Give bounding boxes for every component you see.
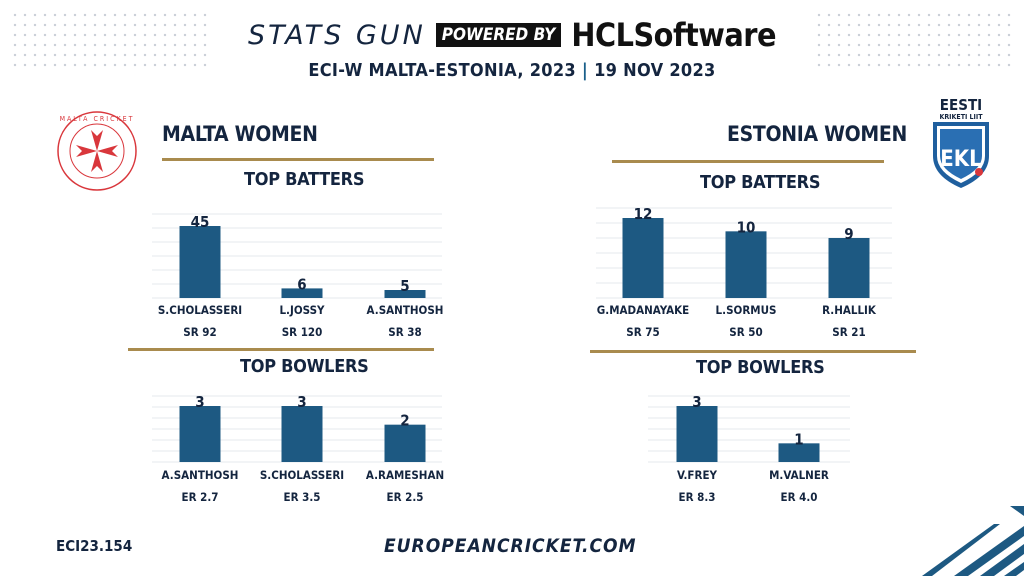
team-name-right: ESTONIA WOMEN	[727, 122, 908, 146]
gold-divider-right-top	[612, 160, 884, 163]
player-name-label: S.CHOLASSERI	[158, 303, 242, 317]
stats-gun-logo: STATS GUN	[248, 19, 426, 51]
gold-divider-left-top	[162, 158, 434, 161]
value-label: 10	[737, 218, 756, 236]
bar-malta_batters-2	[384, 290, 426, 298]
player-stat-label: ER 8.3	[679, 490, 716, 504]
value-label: 5	[400, 277, 409, 295]
player-stat-label: SR 75	[626, 325, 659, 339]
player-stat-label: SR 38	[388, 325, 421, 339]
chart-malta-bowlers: 3 A.SANTHOSH ER 2.7 3 S.CHOLASSERI ER 3.5 2 A.R…	[152, 393, 444, 504]
value-label: 3	[692, 393, 701, 411]
player-stat-label: SR 92	[183, 325, 216, 339]
event-name: ECI-W MALTA-ESTONIA, 2023	[308, 60, 576, 81]
value-label: 1	[794, 430, 803, 448]
malta-cricket-logo: MALTA CRICKET	[56, 110, 138, 196]
gold-divider-left-mid	[128, 348, 434, 351]
estonia-logo-mark: EKL	[940, 147, 982, 172]
player-name-label: M.VALNER	[769, 468, 829, 482]
dot-pattern-left	[10, 10, 210, 70]
player-name-label: V.FREY	[677, 468, 718, 482]
section-title-estonia-batters: TOP BATTERS	[700, 172, 821, 193]
player-stat-label: ER 2.7	[182, 490, 219, 504]
player-stat-label: ER 3.5	[284, 490, 321, 504]
maltese-cross-icon	[76, 130, 118, 172]
event-subtitle: ECI-W MALTA-ESTONIA, 2023 | 19 NOV 2023	[0, 60, 1024, 81]
chart-estonia-batters: 12 G.MADANAYAKE SR 75 10 L.SORMUS SR 50 9 R.HAL…	[596, 205, 892, 339]
bar-estonia_batters-2	[828, 238, 870, 298]
gold-divider-right-mid	[590, 350, 916, 353]
value-label: 3	[195, 393, 204, 411]
bar-estonia_batters-1	[725, 231, 767, 298]
bar-malta_batters-1	[281, 288, 323, 298]
estonia-logo-top: EESTI	[940, 96, 982, 114]
dot-pattern-right	[814, 10, 1014, 70]
chart-malta-batters: 45 S.CHOLASSERI SR 92 6 L.JOSSY SR 120 5 A.SANT…	[152, 213, 443, 339]
powered-by-badge: POWERED BY	[435, 23, 562, 47]
player-stat-label: SR 120	[282, 325, 323, 339]
player-name-label: A.SANTHOSH	[367, 303, 444, 317]
value-label: 9	[844, 225, 853, 243]
value-label: 6	[297, 275, 306, 293]
player-stat-label: ER 4.0	[781, 490, 818, 504]
bar-malta_bowlers-0	[179, 406, 221, 462]
bar-malta_bowlers-1	[281, 406, 323, 462]
subtitle-separator: |	[581, 60, 589, 81]
header: STATS GUN POWERED BY HCLSoftware ECI-W M…	[0, 14, 1024, 81]
bar-estonia_bowlers-0	[676, 406, 718, 462]
graphic-code: ECI23.154	[56, 537, 133, 555]
player-stat-label: ER 2.5	[387, 490, 424, 504]
bar-estonia_bowlers-1	[778, 443, 820, 462]
section-title-estonia-bowlers: TOP BOWLERS	[696, 357, 825, 378]
player-name-label: L.SORMUS	[716, 303, 777, 317]
estonia-logo-sub: KRIKETI LIIT	[939, 113, 983, 121]
corner-stripes-decoration	[922, 506, 1024, 576]
player-name-label: L.JOSSY	[279, 303, 325, 317]
player-stat-label: SR 21	[832, 325, 865, 339]
player-name-label: G.MADANAYAKE	[597, 303, 689, 317]
player-stat-label: SR 50	[729, 325, 762, 339]
ball-icon	[975, 168, 983, 176]
player-name-label: A.SANTHOSH	[162, 468, 239, 482]
section-title-malta-bowlers: TOP BOWLERS	[240, 356, 369, 377]
value-label: 45	[191, 213, 210, 231]
bar-malta_bowlers-2	[384, 424, 426, 462]
player-name-label: S.CHOLASSERI	[260, 468, 344, 482]
website-link[interactable]: EUROPEANCRICKET.COM	[384, 535, 637, 557]
brand-row: STATS GUN POWERED BY HCLSoftware	[0, 14, 1024, 56]
team-name-left: MALTA WOMEN	[162, 122, 318, 146]
section-title-malta-batters: TOP BATTERS	[244, 169, 365, 190]
value-label: 2	[400, 412, 409, 430]
value-label: 12	[634, 205, 653, 223]
bar-malta_batters-0	[179, 226, 221, 298]
player-name-label: A.RAMESHAN	[366, 468, 444, 482]
bar-estonia_batters-0	[622, 218, 664, 298]
sponsor-logo: HCLSoftware	[571, 16, 776, 54]
estonia-cricket-logo: EESTI KRIKETI LIIT EKL	[925, 96, 997, 194]
value-label: 3	[297, 393, 306, 411]
event-date: 19 NOV 2023	[594, 60, 716, 81]
player-name-label: R.HALLIK	[822, 303, 877, 317]
malta-logo-text: MALTA CRICKET	[60, 115, 135, 123]
chart-estonia-bowlers: 3 V.FREY ER 8.3 1 M.VALNER ER 4.0	[648, 393, 850, 504]
